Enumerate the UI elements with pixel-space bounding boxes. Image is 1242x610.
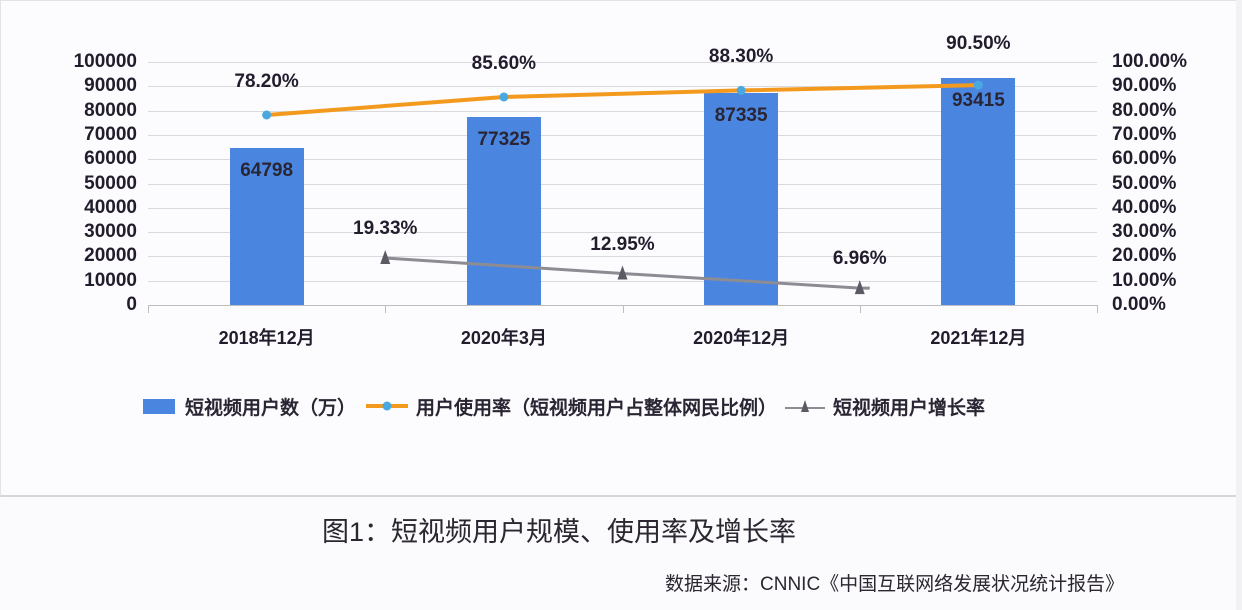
- growth-rate-label: 6.96%: [832, 248, 887, 270]
- chart-frame: [0, 0, 1238, 497]
- y-axis-left-tick: 50000: [84, 172, 137, 194]
- gridline: [148, 208, 1097, 209]
- usage-rate-label: 90.50%: [946, 33, 1011, 55]
- page-edge: [1236, 0, 1242, 610]
- y-axis-left-tick: 70000: [84, 123, 137, 145]
- y-axis-left-tick: 60000: [84, 148, 137, 170]
- x-axis-tick: [385, 305, 386, 313]
- y-axis-right-tick: 0.00%: [1112, 294, 1166, 315]
- y-axis-right-tick: 100.00%: [1112, 51, 1188, 72]
- legend-label-growth: 短视频用户增长率: [833, 397, 986, 419]
- gridline: [148, 62, 1097, 63]
- gridline: [148, 159, 1097, 160]
- y-axis-right-tick: 70.00%: [1112, 123, 1177, 145]
- x-axis-label: 2021年12月: [930, 328, 1027, 348]
- y-axis-left-tick: 30000: [84, 221, 137, 243]
- legend-item-usage: 用户使用率（短视频用户占整体网民比例）: [360, 393, 777, 420]
- usage-rate-label: 85.60%: [471, 52, 537, 74]
- x-axis-tick: [623, 305, 624, 313]
- y-axis-left-tick: 20000: [84, 245, 137, 267]
- x-axis-tick: [1097, 305, 1098, 313]
- grey-line-triangle-icon: [785, 400, 826, 412]
- y-axis-right-tick: 80.00%: [1112, 99, 1177, 121]
- bar-value-label: 64798: [240, 159, 294, 181]
- x-axis-label: 2020年3月: [460, 328, 547, 348]
- legend-label-usage: 用户使用率（短视频用户占整体网民比例）: [416, 397, 778, 419]
- usage-rate-marker: [499, 92, 509, 102]
- y-axis-right-tick: 20.00%: [1112, 245, 1177, 267]
- bar-users: [229, 147, 304, 305]
- growth-rate-label: 12.95%: [590, 233, 655, 255]
- gridline: [148, 256, 1097, 257]
- bar-value-label: 87335: [714, 104, 768, 126]
- legend-item-growth: 短视频用户增长率: [781, 393, 985, 420]
- y-axis-right-tick: 30.00%: [1112, 221, 1177, 243]
- figure-caption: 图1：短视频用户规模、使用率及增长率: [322, 517, 797, 547]
- gridline: [148, 184, 1097, 185]
- growth-rate-label: 19.33%: [353, 218, 418, 240]
- bar-swatch-icon: [143, 398, 175, 414]
- data-source: 数据来源：CNNIC《中国互联网络发展状况统计报告》: [665, 574, 1125, 595]
- gridline: [148, 135, 1097, 136]
- growth-rate-marker: [617, 265, 628, 280]
- x-axis-label: 2018年12月: [218, 328, 315, 348]
- x-axis-tick: [148, 305, 149, 313]
- bar-users: [466, 117, 541, 305]
- gridline: [148, 232, 1097, 233]
- y-axis-left-tick: 40000: [84, 196, 137, 218]
- bar-value-label: 77325: [477, 129, 531, 151]
- y-axis-right-tick: 10.00%: [1112, 269, 1177, 291]
- legend-item-users: 短视频用户数（万）: [143, 393, 356, 420]
- growth-rate-line: [385, 256, 870, 290]
- legend-label-users: 短视频用户数（万）: [185, 397, 357, 419]
- y-axis-left-tick: 10000: [84, 269, 137, 291]
- y-axis-left-tick: 90000: [84, 75, 137, 97]
- usage-rate-line: [266, 83, 979, 117]
- y-axis-left-tick: 0: [126, 294, 137, 315]
- line-series-layer: [262, 80, 983, 295]
- x-axis-label: 2020年12月: [693, 328, 790, 348]
- usage-rate-marker: [736, 85, 746, 95]
- growth-rate-marker: [380, 250, 391, 265]
- usage-rate-label: 78.20%: [234, 70, 299, 92]
- y-axis-right-tick: 60.00%: [1112, 148, 1177, 170]
- bar-users: [704, 92, 779, 305]
- x-axis-line: [148, 305, 1097, 306]
- gridline: [148, 86, 1097, 87]
- gridline: [148, 281, 1097, 282]
- y-axis-right-tick: 90.00%: [1112, 75, 1177, 97]
- usage-rate-label: 88.30%: [708, 46, 774, 68]
- bar-users: [941, 78, 1016, 305]
- y-axis-right-tick: 40.00%: [1112, 196, 1177, 218]
- growth-rate-marker: [854, 280, 865, 295]
- orange-line-dot-icon: [366, 401, 409, 411]
- usage-rate-marker: [262, 110, 272, 120]
- y-axis-left-tick: 100000: [73, 51, 137, 72]
- usage-rate-marker: [973, 80, 983, 90]
- chart-legend: 短视频用户数（万） 用户使用率（短视频用户占整体网民比例） 短视频用户增长率: [143, 393, 989, 419]
- y-axis-right-tick: 50.00%: [1112, 172, 1177, 194]
- x-axis-tick: [860, 305, 861, 313]
- gridline: [148, 111, 1097, 112]
- bar-value-label: 93415: [951, 90, 1005, 111]
- y-axis-left-tick: 80000: [84, 99, 137, 121]
